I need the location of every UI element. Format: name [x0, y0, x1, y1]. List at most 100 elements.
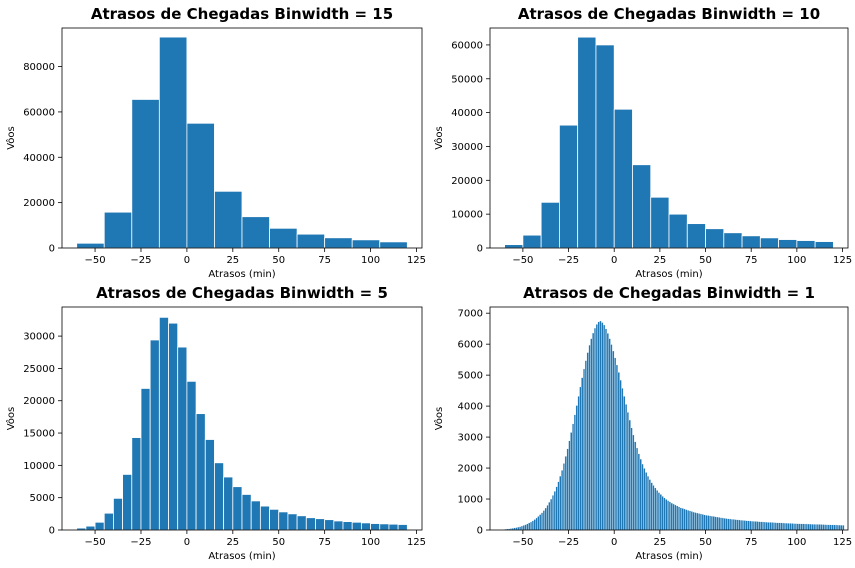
histogram-bar — [103, 512, 114, 531]
histogram-bar — [76, 242, 105, 249]
histogram-bar — [588, 344, 591, 531]
histogram-bar — [833, 524, 836, 531]
histogram-bar — [765, 521, 768, 531]
histogram-bar — [805, 523, 808, 531]
x-tick-label: 125 — [833, 537, 852, 548]
histogram-bar — [564, 456, 567, 531]
histogram-bar — [269, 508, 280, 531]
histogram-bar — [546, 505, 549, 531]
histogram-bar — [250, 500, 261, 531]
y-tick-label: 30000 — [451, 142, 483, 153]
histogram-bar — [842, 524, 845, 531]
histogram-bar — [687, 510, 690, 531]
histogram-bar — [729, 518, 732, 531]
plot-frame — [489, 27, 849, 249]
histogram-bar — [544, 507, 547, 531]
y-tick-label: 60000 — [23, 107, 55, 118]
histogram-bar — [774, 522, 777, 531]
histogram-bar — [820, 524, 823, 531]
histogram-bar — [709, 515, 712, 531]
histogram-bar — [570, 432, 573, 531]
histogram-bar — [778, 522, 781, 531]
histogram-bar — [674, 504, 677, 531]
histogram-bar — [761, 521, 765, 531]
histogram-bar — [269, 227, 298, 249]
y-tick-label: 40000 — [451, 108, 483, 119]
histogram-bar — [597, 321, 600, 531]
histogram-bar — [551, 495, 555, 531]
x-tick-label: 100 — [361, 537, 380, 548]
histogram-bar — [572, 423, 575, 531]
histogram-bar — [694, 512, 697, 531]
histogram-bar — [822, 524, 825, 531]
histogram-bar — [522, 234, 542, 249]
y-tick-label: 20000 — [451, 176, 483, 187]
y-tick-label: 60000 — [451, 40, 483, 51]
x-tick-label: 125 — [407, 255, 426, 266]
histogram-bar — [630, 427, 633, 531]
histogram-bar — [531, 520, 535, 531]
histogram-bar — [736, 519, 739, 531]
histogram-bar — [743, 520, 746, 531]
histogram-bar — [791, 523, 794, 531]
histogram-bar — [241, 494, 252, 531]
chart-title: Atrasos de Chegadas Binwidth = 15 — [91, 5, 393, 23]
histogram-bar — [698, 513, 701, 531]
histogram-bar — [802, 523, 805, 531]
x-tick-label: −25 — [130, 537, 151, 548]
histogram-bar — [619, 379, 622, 531]
histogram-bar — [740, 519, 743, 531]
y-axis-label: Vôos — [433, 407, 445, 431]
histogram-bar — [769, 522, 772, 531]
y-tick-label: 4000 — [458, 402, 483, 413]
x-tick-label: 75 — [745, 255, 758, 266]
histogram-bar — [718, 517, 721, 531]
x-tick-label: 100 — [787, 537, 806, 548]
histogram-bar — [677, 506, 681, 531]
histogram-bar — [809, 523, 812, 531]
histogram-bar — [670, 502, 673, 531]
histogram-bar — [397, 524, 408, 531]
histogram-bar — [734, 519, 737, 531]
bars — [76, 316, 408, 531]
y-tick-label: 20000 — [23, 198, 55, 209]
histogram-bar — [324, 519, 335, 531]
histogram-bar — [535, 517, 538, 531]
histogram-bar — [540, 512, 544, 531]
x-tick-label: 75 — [745, 537, 758, 548]
histogram-bar — [657, 492, 661, 531]
histogram-bar — [379, 241, 408, 249]
histogram-bar — [666, 500, 670, 531]
histogram-bar — [637, 453, 640, 531]
histogram-bar — [754, 521, 757, 531]
y-tick-label: 7000 — [458, 309, 483, 320]
histogram-bar — [333, 520, 344, 531]
chart-title: Atrasos de Chegadas Binwidth = 1 — [523, 284, 815, 302]
histogram-bar — [287, 513, 298, 531]
histogram-bar — [577, 396, 580, 531]
histogram-bar — [676, 505, 679, 531]
x-tick-label: 0 — [611, 537, 617, 548]
histogram-bar — [725, 518, 728, 531]
histogram-bar — [592, 332, 595, 531]
histogram-bar — [575, 405, 578, 531]
histogram-bar — [723, 518, 726, 531]
histogram-bar — [388, 523, 399, 531]
histogram-bar — [741, 520, 745, 531]
histogram-bar — [555, 486, 558, 531]
histogram-bar — [296, 515, 307, 531]
histogram-bar — [716, 516, 719, 531]
x-tick-label: 50 — [272, 255, 285, 266]
y-tick-label: 0 — [477, 244, 483, 255]
histogram-bar — [617, 372, 620, 531]
histogram-bar — [751, 520, 754, 531]
histogram-bar — [186, 122, 215, 249]
histogram-bar — [351, 239, 381, 249]
histogram-bar — [577, 36, 597, 249]
histogram-bar — [829, 524, 832, 531]
plot-frame — [489, 306, 849, 531]
histogram-bar — [800, 523, 803, 531]
histogram-bar — [798, 523, 801, 531]
histogram-bar — [553, 491, 556, 531]
histogram-bar — [772, 522, 776, 531]
